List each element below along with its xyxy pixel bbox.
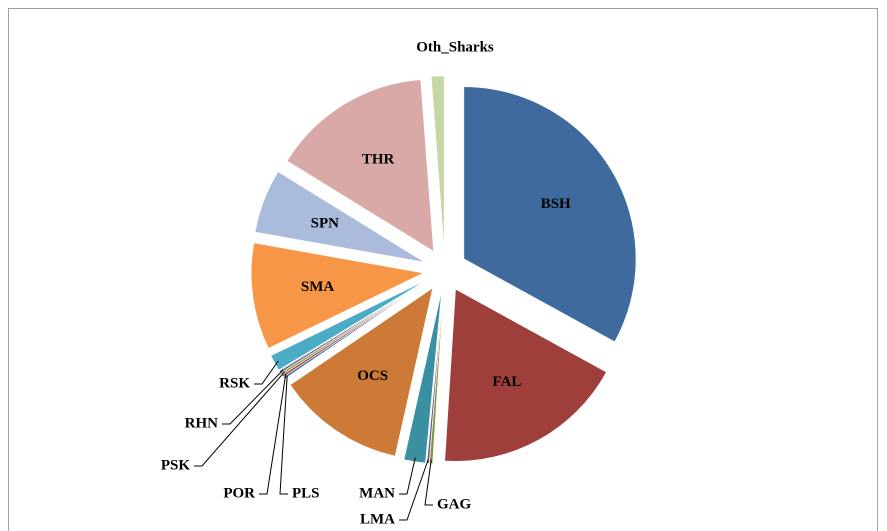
slice-label: GAG — [437, 496, 472, 512]
slice-label: SMA — [301, 279, 335, 295]
leader-line — [399, 457, 416, 495]
slice-label: FAL — [493, 374, 522, 390]
leader-line — [399, 459, 429, 521]
pie-slice — [270, 280, 426, 371]
slice-label: POR — [223, 485, 255, 501]
slice-label: RSK — [219, 375, 250, 391]
pie-slice — [250, 242, 425, 349]
pie-slice — [282, 282, 427, 380]
leader-line — [259, 373, 287, 495]
pie-slice — [290, 287, 434, 457]
pie-slice — [430, 75, 445, 249]
slice-label: BSH — [541, 196, 571, 212]
leader-line — [222, 369, 284, 425]
slice-label: RHN — [185, 415, 219, 431]
slice-label: THR — [362, 152, 395, 168]
slice-label: LMA — [360, 511, 395, 527]
pie-slice — [286, 79, 434, 252]
slice-label: PSK — [161, 457, 191, 473]
leader-line — [424, 459, 433, 506]
leader-line — [254, 360, 279, 385]
slice-label: OCS — [357, 368, 388, 384]
leader-line — [194, 371, 285, 467]
leader-line — [279, 375, 288, 495]
slice-label: PLS — [292, 485, 320, 501]
pie-slice — [463, 86, 637, 343]
slice-label: Oth_Sharks — [416, 39, 494, 55]
pie-slice — [444, 288, 607, 462]
slice-label: MAN — [359, 485, 395, 501]
pie-slice — [254, 171, 425, 263]
slice-label: SPN — [311, 216, 340, 232]
